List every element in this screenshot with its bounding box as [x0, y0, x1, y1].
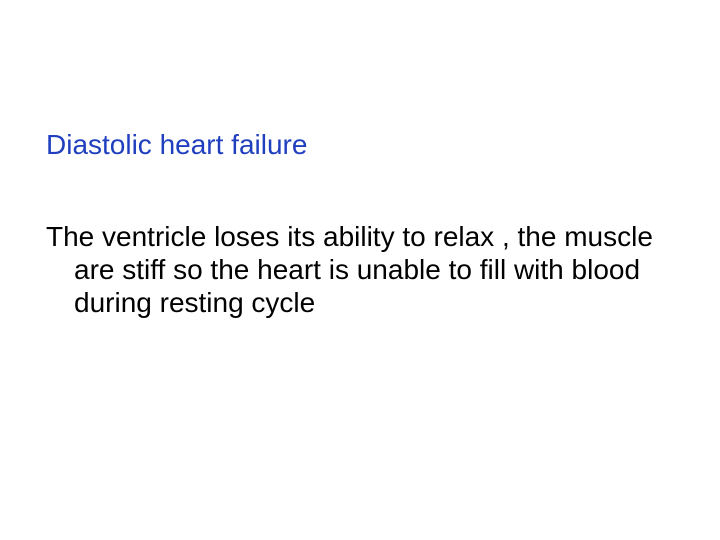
slide-body: The ventricle loses its ability to relax… [46, 220, 676, 319]
slide-title: Diastolic heart failure [46, 128, 307, 162]
slide-body-text: The ventricle loses its ability to relax… [46, 220, 676, 319]
slide: Diastolic heart failure The ventricle lo… [0, 0, 720, 540]
